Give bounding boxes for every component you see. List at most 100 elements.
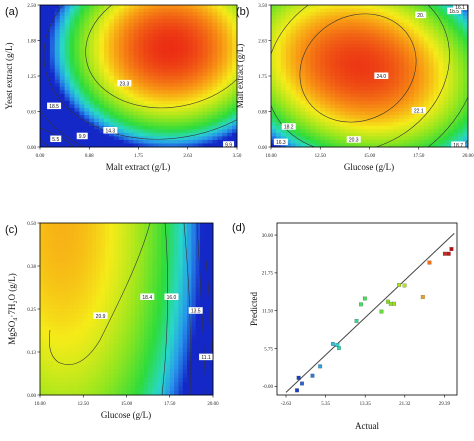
- contour-label: 16.1: [455, 5, 465, 11]
- heatmap-cell: [108, 90, 115, 95]
- heatmap-cell: [40, 29, 46, 34]
- heatmap-cell: [52, 235, 58, 241]
- heatmap-cell: [74, 61, 80, 66]
- heatmap-cell: [57, 231, 63, 237]
- heatmap-cell: [222, 12, 228, 17]
- heatmap-cell: [40, 360, 45, 366]
- heatmap-cell: [330, 33, 336, 38]
- heatmap-cell: [148, 90, 154, 95]
- heatmap-cell: [207, 61, 213, 66]
- heatmap-cell: [174, 326, 179, 331]
- heatmap-cell: [59, 115, 66, 119]
- heatmap-cell: [384, 104, 390, 109]
- heatmap-cell: [168, 22, 174, 27]
- heatmap-cell: [113, 104, 120, 109]
- heatmap-cell: [117, 227, 123, 232]
- heatmap-cell: [168, 143, 174, 148]
- heatmap-cell: [78, 287, 84, 293]
- heatmap-cell: [44, 97, 51, 102]
- heatmap-cell: [187, 274, 192, 280]
- contour-label: 14.3: [105, 129, 115, 135]
- heatmap-cell: [178, 235, 184, 241]
- heatmap-cell: [369, 22, 375, 27]
- heatmap-cell: [290, 139, 297, 144]
- heatmap-cell: [109, 227, 114, 232]
- heatmap-cell: [54, 22, 61, 27]
- heatmap-cell: [403, 22, 410, 27]
- heatmap-cell: [438, 26, 444, 31]
- heatmap-cell: [64, 51, 70, 56]
- heatmap-cell: [200, 253, 205, 258]
- heatmap-cell: [204, 347, 210, 353]
- heatmap-cell: [354, 68, 361, 73]
- heatmap-cell: [91, 278, 97, 284]
- heatmap-cell: [139, 377, 145, 383]
- heatmap-cell: [182, 321, 188, 327]
- heatmap-cell: [54, 90, 61, 95]
- heatmap-cell: [138, 143, 144, 148]
- heatmap-cell: [130, 377, 136, 383]
- heatmap-cell: [52, 223, 58, 228]
- heatmap-cell: [408, 72, 415, 77]
- heatmap-cell: [172, 100, 179, 105]
- heatmap-cell: [177, 129, 184, 134]
- heatmap-cell: [418, 33, 425, 38]
- heatmap-cell: [178, 382, 184, 387]
- heatmap-cell: [96, 334, 101, 340]
- heatmap-cell: [59, 129, 66, 134]
- heatmap-cell: [122, 244, 127, 250]
- heatmap-cell: [135, 248, 140, 254]
- heatmap-cell: [117, 373, 123, 379]
- heatmap-cell: [187, 54, 194, 59]
- heatmap-cell: [275, 111, 282, 116]
- heatmap-cell: [463, 125, 469, 130]
- heatmap-cell: [271, 76, 277, 80]
- heatmap-cell: [320, 107, 326, 112]
- heatmap-cell: [335, 115, 341, 119]
- heatmap-cell: [197, 54, 203, 59]
- heatmap-cell: [384, 40, 390, 45]
- heatmap-cell: [359, 58, 365, 63]
- heatmap-cell: [156, 257, 162, 263]
- heatmap-cell: [118, 132, 125, 137]
- heatmap-cell: [177, 136, 184, 141]
- heatmap-cell: [133, 136, 139, 141]
- heatmap-cell: [453, 97, 459, 102]
- heatmap-cell: [192, 129, 198, 134]
- heatmap-cell: [94, 86, 100, 91]
- heatmap-cell: [163, 100, 169, 105]
- heatmap-cell: [330, 8, 336, 13]
- heatmap-cell: [153, 122, 159, 127]
- heatmap-cell: [108, 54, 115, 59]
- heatmap-cell: [300, 118, 306, 123]
- heatmap-cell: [123, 139, 130, 144]
- heatmap-cell: [207, 29, 213, 34]
- heatmap-cell: [369, 118, 375, 123]
- heatmap-cell: [187, 61, 194, 66]
- heatmap-cell: [70, 321, 76, 327]
- y-axis-label-a: Yeast extract (g/L): [4, 42, 14, 109]
- heatmap-cell: [222, 115, 228, 119]
- heatmap-cell: [448, 33, 454, 38]
- heatmap-cell: [148, 104, 154, 109]
- heatmap-cell: [217, 47, 223, 52]
- heatmap-cell: [453, 36, 459, 41]
- heatmap-cell: [187, 44, 194, 48]
- heatmap-cell: [438, 86, 444, 91]
- heatmap-cell: [130, 304, 136, 310]
- heatmap-cell: [133, 86, 139, 91]
- heatmap-cell: [178, 369, 184, 374]
- heatmap-cell: [104, 136, 110, 141]
- heatmap-cell: [143, 377, 149, 383]
- heatmap-cell: [369, 143, 375, 148]
- heatmap-cell: [108, 83, 115, 88]
- heatmap-cell: [182, 36, 189, 41]
- heatmap-cell: [227, 44, 233, 48]
- heatmap-cell: [158, 111, 164, 116]
- heatmap-cell: [148, 274, 153, 280]
- heatmap-cell: [182, 122, 189, 127]
- heatmap-cell: [227, 47, 233, 52]
- heatmap-cell: [48, 261, 54, 267]
- heatmap-cell: [212, 26, 218, 31]
- heatmap-cell: [61, 364, 67, 370]
